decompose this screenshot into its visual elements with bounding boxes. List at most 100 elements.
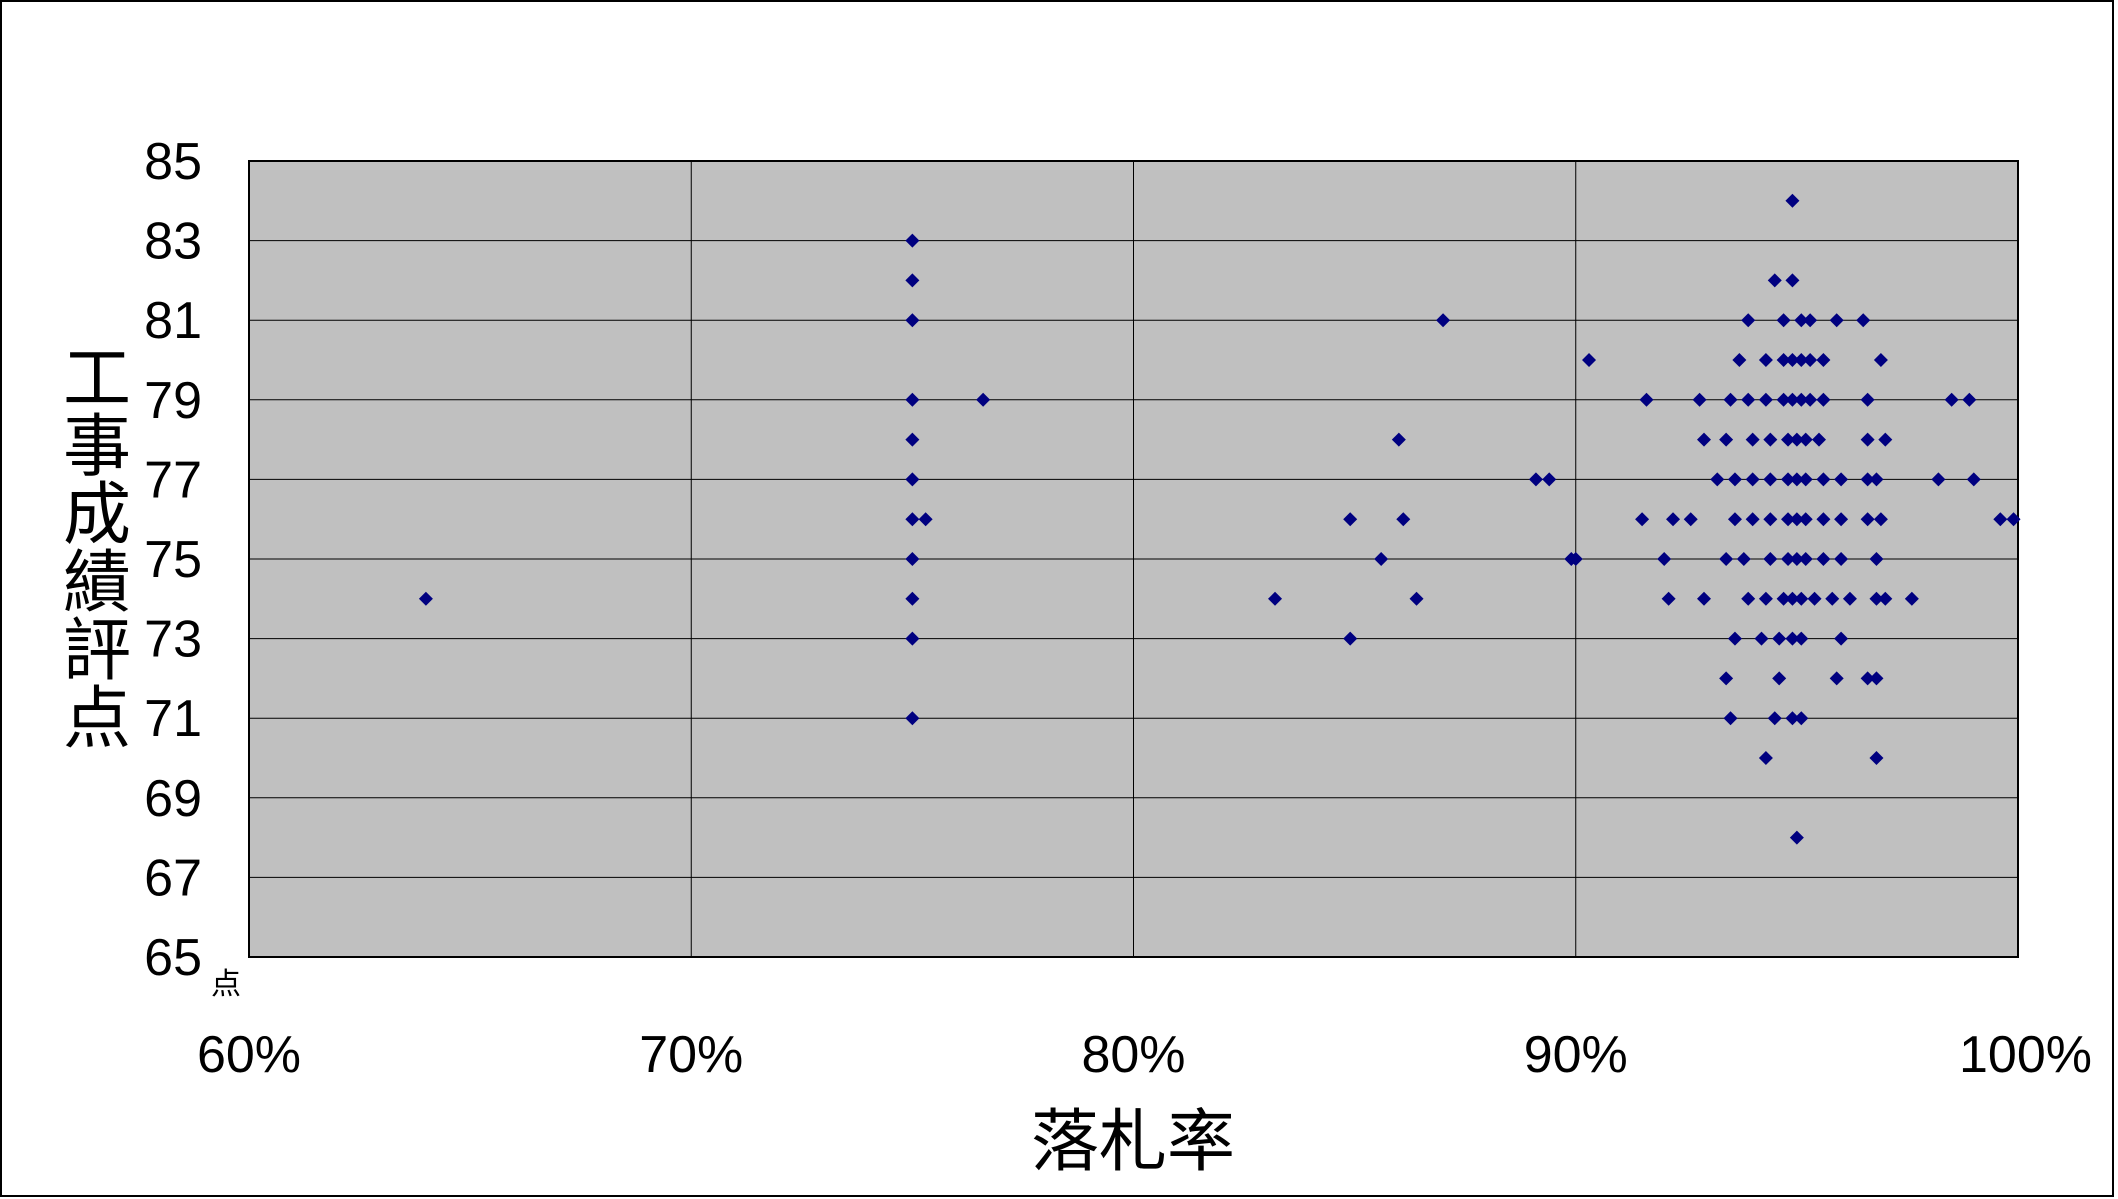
data-point (1758, 591, 1773, 606)
data-point (1816, 353, 1831, 367)
data-point (1781, 512, 1796, 527)
data-point (1666, 512, 1681, 527)
data-point (905, 233, 920, 248)
data-point (1878, 591, 1893, 606)
data-point (1834, 472, 1849, 487)
data-point (1785, 273, 1800, 288)
data-point (1697, 591, 1712, 606)
y-tick-label: 67 (144, 849, 202, 907)
data-point (1528, 472, 1543, 487)
x-tick-label: 90% (1524, 1026, 1628, 1084)
data-point (918, 512, 933, 527)
data-point (1825, 591, 1840, 606)
data-point (1723, 711, 1738, 726)
y-unit-label: 点 (211, 967, 241, 1002)
data-point (1860, 392, 1875, 407)
data-point (1781, 472, 1796, 487)
data-point (1798, 432, 1813, 447)
data-point (1860, 512, 1875, 527)
data-point (1767, 711, 1782, 726)
data-point (1661, 591, 1676, 606)
data-point (1763, 552, 1778, 566)
y-tick-label: 65 (144, 929, 202, 987)
data-point (1582, 353, 1597, 367)
x-tick-label: 80% (1081, 1026, 1185, 1084)
data-point (1860, 432, 1875, 447)
data-point (1568, 552, 1583, 566)
data-point (1794, 392, 1809, 407)
data-point (1785, 193, 1800, 208)
y-tick-label: 73 (144, 611, 202, 669)
data-point (905, 591, 920, 606)
data-point (905, 392, 920, 407)
y-tick-label: 81 (144, 292, 202, 350)
data-point (1758, 751, 1773, 765)
data-point (1794, 711, 1809, 726)
data-point (1829, 313, 1844, 328)
data-points (418, 193, 2021, 845)
y-tick-label: 85 (144, 133, 202, 191)
data-point (1860, 472, 1875, 487)
y-tick-label: 75 (144, 531, 202, 589)
data-point (905, 552, 920, 566)
data-point (1798, 552, 1813, 566)
data-point (1436, 313, 1451, 328)
data-point (1803, 313, 1818, 328)
data-point (1869, 671, 1884, 686)
data-point (1785, 353, 1800, 367)
data-point (1781, 432, 1796, 447)
x-tick-label: 70% (639, 1026, 743, 1084)
data-point (1869, 472, 1884, 487)
data-point (1789, 830, 1804, 845)
data-point (1639, 392, 1654, 407)
data-point (1785, 591, 1800, 606)
data-point (1763, 432, 1778, 447)
plot-border (248, 160, 2019, 958)
data-point (1993, 512, 2008, 527)
data-point (1374, 552, 1389, 566)
data-point (1736, 552, 1751, 566)
data-point (1767, 273, 1782, 288)
data-point (1834, 552, 1849, 566)
data-point (1723, 392, 1738, 407)
data-point (1758, 392, 1773, 407)
data-point (1931, 472, 1946, 487)
data-point (1798, 472, 1813, 487)
data-point (1842, 591, 1857, 606)
data-point (2006, 512, 2021, 527)
data-point (905, 313, 920, 328)
data-point (1789, 432, 1804, 447)
data-point (1409, 591, 1424, 606)
data-point (905, 711, 920, 726)
y-axis-title: 工事成績評点 (51, 342, 130, 750)
data-point (1763, 472, 1778, 487)
data-point (1719, 671, 1734, 686)
data-point (1803, 353, 1818, 367)
data-point (1794, 591, 1809, 606)
data-point (1763, 512, 1778, 527)
data-point (1542, 472, 1557, 487)
data-point (905, 472, 920, 487)
data-point (1785, 711, 1800, 726)
x-axis-title: 落札率 (1031, 1103, 1235, 1182)
data-point (1732, 353, 1747, 367)
data-point (1683, 512, 1698, 527)
data-point (905, 273, 920, 288)
data-point (1873, 512, 1888, 527)
data-point (1776, 392, 1791, 407)
data-point (1776, 591, 1791, 606)
data-point (1741, 313, 1756, 328)
data-point (1727, 512, 1742, 527)
data-point (1904, 591, 1919, 606)
data-point (976, 392, 991, 407)
data-point (1794, 313, 1809, 328)
data-point (1966, 472, 1981, 487)
data-point (1745, 512, 1760, 527)
data-point (1635, 512, 1650, 527)
y-tick-label: 71 (144, 690, 202, 748)
data-point (1789, 472, 1804, 487)
data-point (1834, 631, 1849, 646)
data-point (1811, 432, 1826, 447)
data-point (1745, 472, 1760, 487)
